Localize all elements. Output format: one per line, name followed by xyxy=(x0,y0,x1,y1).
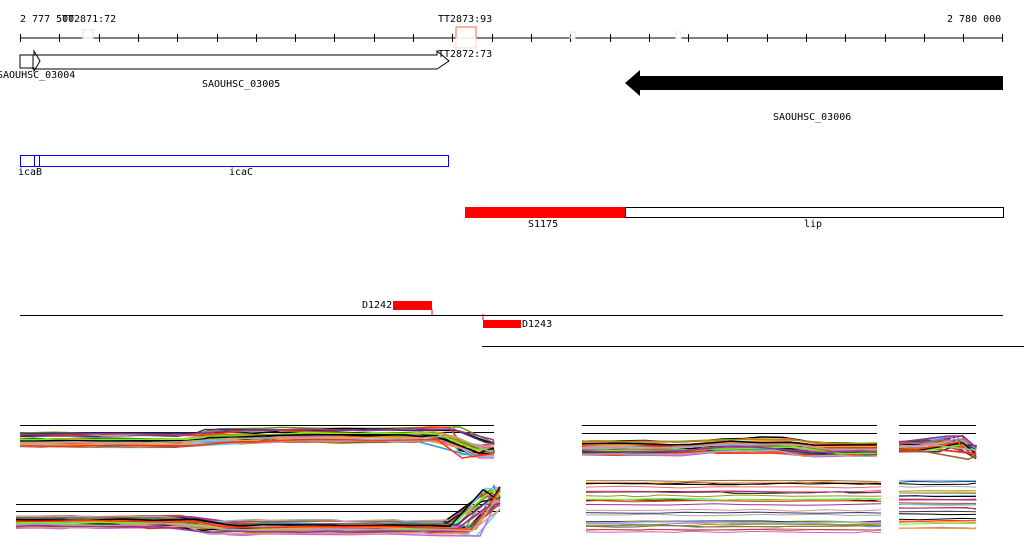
alignment-line xyxy=(19,438,495,459)
alignment-line xyxy=(898,517,977,521)
alignment-line xyxy=(585,485,882,489)
alignment-bundle xyxy=(581,425,878,458)
alignment-bundle xyxy=(19,425,495,459)
alignment-line xyxy=(585,494,882,498)
alignment-line xyxy=(898,482,977,486)
alignment-line xyxy=(585,530,882,534)
alignment-line xyxy=(898,519,977,522)
alignment-bundle xyxy=(15,483,501,538)
alignment-line xyxy=(585,511,882,514)
terminator-marker xyxy=(455,37,477,49)
alignment-line xyxy=(898,441,977,456)
alignment-line xyxy=(586,479,882,483)
terminator-marker[interactable] xyxy=(569,31,576,39)
terminator-marker[interactable] xyxy=(675,31,682,39)
alignment-line xyxy=(898,480,977,483)
alignment-line xyxy=(898,440,977,454)
alignment-line xyxy=(585,503,882,506)
alignment-line xyxy=(898,502,977,506)
terminator-label: TT2871:72 xyxy=(62,14,117,25)
alignment-line xyxy=(19,439,495,457)
operon-box-icaC[interactable] xyxy=(20,155,449,167)
alignment-line xyxy=(585,490,882,494)
alignment-bundle xyxy=(898,425,977,461)
alignment-line xyxy=(585,497,882,501)
alignment-line xyxy=(19,426,495,447)
alignment-bundle xyxy=(898,479,977,530)
alignment-bundle xyxy=(585,479,882,534)
gene-label: SAOUHSC_03005 xyxy=(202,79,281,90)
gene-arrow-saouhsc-03005[interactable] xyxy=(32,49,450,70)
ruler-end-label: 2 780 000 xyxy=(947,14,1002,25)
terminator-label: TT2873:93 xyxy=(438,14,493,25)
operon-label: icaC xyxy=(229,167,254,178)
alignment-line xyxy=(898,522,977,525)
deletion-label: D1243 xyxy=(522,319,553,330)
deletion-d1242[interactable] xyxy=(393,301,432,310)
deletion-label: D1242 xyxy=(362,300,393,311)
alignment-line xyxy=(898,498,977,501)
feature-label: S1175 xyxy=(528,219,559,230)
deletion-d1243[interactable] xyxy=(483,320,521,328)
feature-lip[interactable] xyxy=(625,207,1004,218)
alignment-line xyxy=(15,489,501,531)
alignment-line xyxy=(898,444,977,452)
alignment-line xyxy=(585,513,882,517)
feature-s1175[interactable] xyxy=(465,207,625,218)
terminator-marker-selected[interactable] xyxy=(455,26,477,39)
operon-label: icaB xyxy=(18,167,43,178)
terminator-label: TT2872:73 xyxy=(438,49,493,60)
alignment-line xyxy=(898,435,977,448)
alignment-line xyxy=(20,434,495,454)
gene-label: SAOUHSC_03004 xyxy=(0,70,76,81)
ruler-start-label: 2 777 500 xyxy=(20,14,75,25)
alignment-line xyxy=(898,485,977,488)
alignment-line xyxy=(898,502,976,504)
alignment-line xyxy=(19,431,495,451)
alignment-line xyxy=(898,513,977,516)
alignment-line xyxy=(898,491,977,494)
alignment-line xyxy=(15,508,501,535)
alignment-line xyxy=(585,499,882,503)
alignment-line xyxy=(585,481,882,484)
alignment-line xyxy=(581,443,878,451)
alignment-line xyxy=(585,521,882,524)
alignment-line xyxy=(15,502,501,534)
gene-label: SAOUHSC_03006 xyxy=(773,112,852,123)
alignment-line xyxy=(898,506,977,510)
terminator-marker[interactable] xyxy=(82,29,94,39)
alignment-line xyxy=(19,428,495,445)
gene-arrow-saouhsc-03004[interactable] xyxy=(19,49,41,73)
alignment-line xyxy=(898,450,977,461)
alignment-line xyxy=(581,445,878,454)
feature-label: lip xyxy=(804,219,823,230)
alignment-line xyxy=(581,440,877,447)
alignment-line xyxy=(20,434,495,452)
alignment-line xyxy=(898,495,977,498)
alignment-line xyxy=(898,490,977,492)
alignment-line xyxy=(585,524,882,528)
gene-arrow-saouhsc-03006[interactable] xyxy=(625,70,1003,96)
alignment-line xyxy=(15,486,501,528)
alignment-line xyxy=(898,510,977,513)
alignment-line xyxy=(585,482,882,486)
alignment-line xyxy=(585,523,882,527)
alignment-line xyxy=(15,488,501,524)
alignment-line xyxy=(585,508,882,512)
alignment-line xyxy=(581,449,878,457)
alignment-line xyxy=(15,500,501,532)
alignment-line xyxy=(898,521,977,524)
alignment-line xyxy=(585,528,882,531)
alignment-line xyxy=(581,438,878,445)
